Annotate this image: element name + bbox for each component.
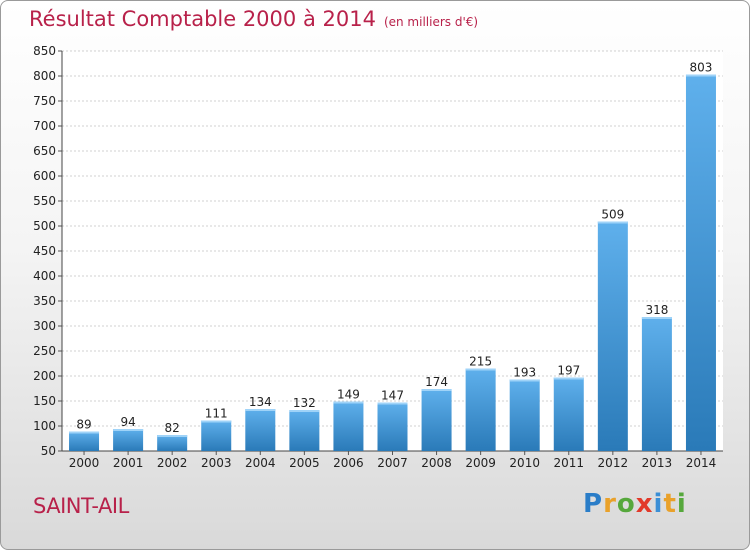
- logo-letter: x: [635, 489, 654, 519]
- data-label: 134: [249, 395, 272, 409]
- logo-letter: i: [676, 489, 687, 519]
- data-label: 149: [337, 388, 360, 402]
- bar-highlight: [641, 317, 672, 319]
- bar: [289, 410, 320, 451]
- data-label: 94: [120, 415, 135, 429]
- bar-highlight: [685, 74, 716, 77]
- y-tick-label: 500: [33, 219, 56, 233]
- logo-letter: r: [603, 489, 617, 519]
- bar: [69, 431, 100, 451]
- bar: [377, 402, 408, 451]
- place-name: SAINT-AIL: [33, 494, 129, 518]
- y-tick-label: 750: [33, 94, 56, 108]
- chart-subtitle: (en milliers d'€): [383, 15, 479, 29]
- bar-highlight: [113, 429, 144, 431]
- x-tick-label: 2003: [201, 456, 232, 470]
- x-tick-label: 2009: [465, 456, 496, 470]
- bars: [69, 74, 716, 451]
- y-tick-label: 250: [33, 344, 56, 358]
- bar-highlight: [465, 368, 496, 371]
- x-tick-label: 2005: [289, 456, 320, 470]
- bar: [113, 429, 144, 451]
- y-tick-label: 350: [33, 294, 56, 308]
- x-tick-label: 2007: [377, 456, 408, 470]
- bar-highlight: [245, 409, 276, 411]
- data-label: 318: [645, 303, 668, 317]
- x-tick-label: 2008: [421, 456, 452, 470]
- bar: [333, 401, 364, 451]
- chart-title: Résultat Comptable 2000 à 2014 (en millie…: [29, 7, 478, 31]
- y-tick-label: 650: [33, 144, 56, 158]
- bar-highlight: [509, 379, 540, 382]
- x-tick-label: 2013: [642, 456, 673, 470]
- bar: [245, 409, 276, 451]
- data-label: 174: [425, 375, 448, 389]
- y-tick-label: 200: [33, 369, 56, 383]
- y-tick-label: 50: [41, 444, 56, 458]
- data-label: 509: [601, 208, 624, 222]
- x-tick-label: 2006: [333, 456, 364, 470]
- bar: [509, 379, 540, 451]
- data-label: 197: [557, 364, 580, 378]
- logo-letter: o: [616, 489, 636, 519]
- proxiti-logo: Proxiti: [583, 489, 687, 519]
- bar: [157, 435, 188, 451]
- y-tick-label: 700: [33, 119, 56, 133]
- bar-highlight: [597, 221, 628, 224]
- bar-highlight: [201, 420, 232, 423]
- data-label: 132: [293, 396, 316, 410]
- x-tick-label: 2001: [113, 456, 144, 470]
- x-tick-label: 2011: [553, 456, 584, 470]
- y-tick-label: 850: [33, 44, 56, 58]
- x-tick-label: 2004: [245, 456, 276, 470]
- bar-highlight: [333, 401, 364, 404]
- bar: [685, 74, 716, 451]
- y-tick-label: 100: [33, 419, 56, 433]
- bar: [421, 389, 452, 451]
- bar: [597, 221, 628, 451]
- data-label: 803: [690, 61, 713, 75]
- data-label: 111: [205, 407, 228, 421]
- bar: [465, 368, 496, 451]
- x-tick-label: 2014: [686, 456, 717, 470]
- data-label: 89: [76, 418, 91, 432]
- x-tick-label: 2002: [157, 456, 188, 470]
- bar-highlight: [553, 377, 584, 380]
- bar-highlight: [421, 389, 452, 391]
- x-tick-label: 2000: [69, 456, 100, 470]
- bar-highlight: [377, 402, 408, 405]
- y-tick-label: 300: [33, 319, 56, 333]
- y-tick-label: 450: [33, 244, 56, 258]
- y-tick-label: 600: [33, 169, 56, 183]
- y-tick-label: 550: [33, 194, 56, 208]
- data-label: 147: [381, 389, 404, 403]
- y-tick-label: 150: [33, 394, 56, 408]
- y-tick-label: 400: [33, 269, 56, 283]
- bar: [641, 317, 672, 451]
- labels: 50 100 150 200 250 300 350 400 450 500 550 600 650 70…: [33, 44, 716, 470]
- data-label: 215: [469, 355, 492, 369]
- bar-highlight: [69, 431, 100, 434]
- bar-highlight: [289, 410, 320, 412]
- logo-letter: t: [663, 489, 677, 519]
- bar: [201, 420, 232, 451]
- data-label: 193: [513, 366, 536, 380]
- bar-highlight: [157, 435, 188, 437]
- x-tick-label: 2010: [509, 456, 540, 470]
- logo-letter: P: [583, 489, 604, 519]
- bar: [553, 377, 584, 451]
- logo-letter: i: [653, 489, 664, 519]
- y-tick-label: 800: [33, 69, 56, 83]
- title-text: Résultat Comptable 2000 à 2014: [29, 7, 376, 31]
- x-tick-label: 2012: [598, 456, 629, 470]
- data-label: 82: [165, 421, 180, 435]
